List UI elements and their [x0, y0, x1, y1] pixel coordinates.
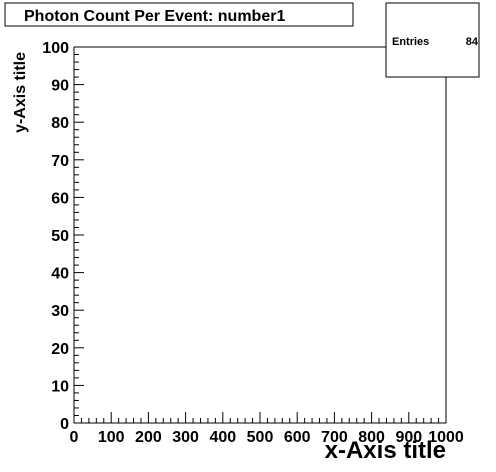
y-tick-label: 60 [51, 190, 69, 207]
x-tick-label: 200 [135, 429, 162, 446]
x-tick-label: 700 [321, 429, 348, 446]
y-tick-label: 20 [51, 341, 69, 358]
plot-frame [73, 46, 447, 424]
stats-entries-value: 84 [466, 36, 479, 48]
x-tick-label: 100 [98, 429, 125, 446]
x-axis: 0 100 200 300 400 500 600 700 800 900 1000 [70, 412, 464, 446]
stats-entries-label: Entries [392, 36, 429, 48]
y-tick-label: 70 [51, 153, 69, 170]
y-tick-label: 90 [51, 78, 69, 95]
x-tick-label: 400 [209, 429, 236, 446]
y-tick-label: 50 [51, 228, 69, 245]
chart-title: Photon Count Per Event: number1 [24, 8, 285, 25]
stats-box: Entries 84 [385, 2, 480, 78]
y-tick-label: 40 [51, 266, 69, 283]
title-box: Photon Count Per Event: number1 [4, 2, 354, 27]
y-tick-label: 30 [51, 303, 69, 320]
y-axis-title: y-Axis title [12, 52, 29, 133]
x-tick-label: 500 [247, 429, 274, 446]
x-tick-label: 800 [358, 429, 385, 446]
x-tick-label: 0 [70, 429, 79, 446]
y-tick-label: 0 [60, 416, 69, 433]
x-tick-label: 300 [172, 429, 199, 446]
y-axis: 0 10 20 30 40 50 60 70 80 90 100 [42, 40, 84, 433]
x-tick-label: 1000 [428, 429, 464, 446]
y-tick-label: 80 [51, 115, 69, 132]
y-tick-label: 100 [42, 40, 69, 57]
x-axis-title: x-Axis title [325, 437, 446, 464]
y-tick-label: 10 [51, 378, 69, 395]
x-tick-label: 600 [284, 429, 311, 446]
x-tick-label: 900 [395, 429, 422, 446]
